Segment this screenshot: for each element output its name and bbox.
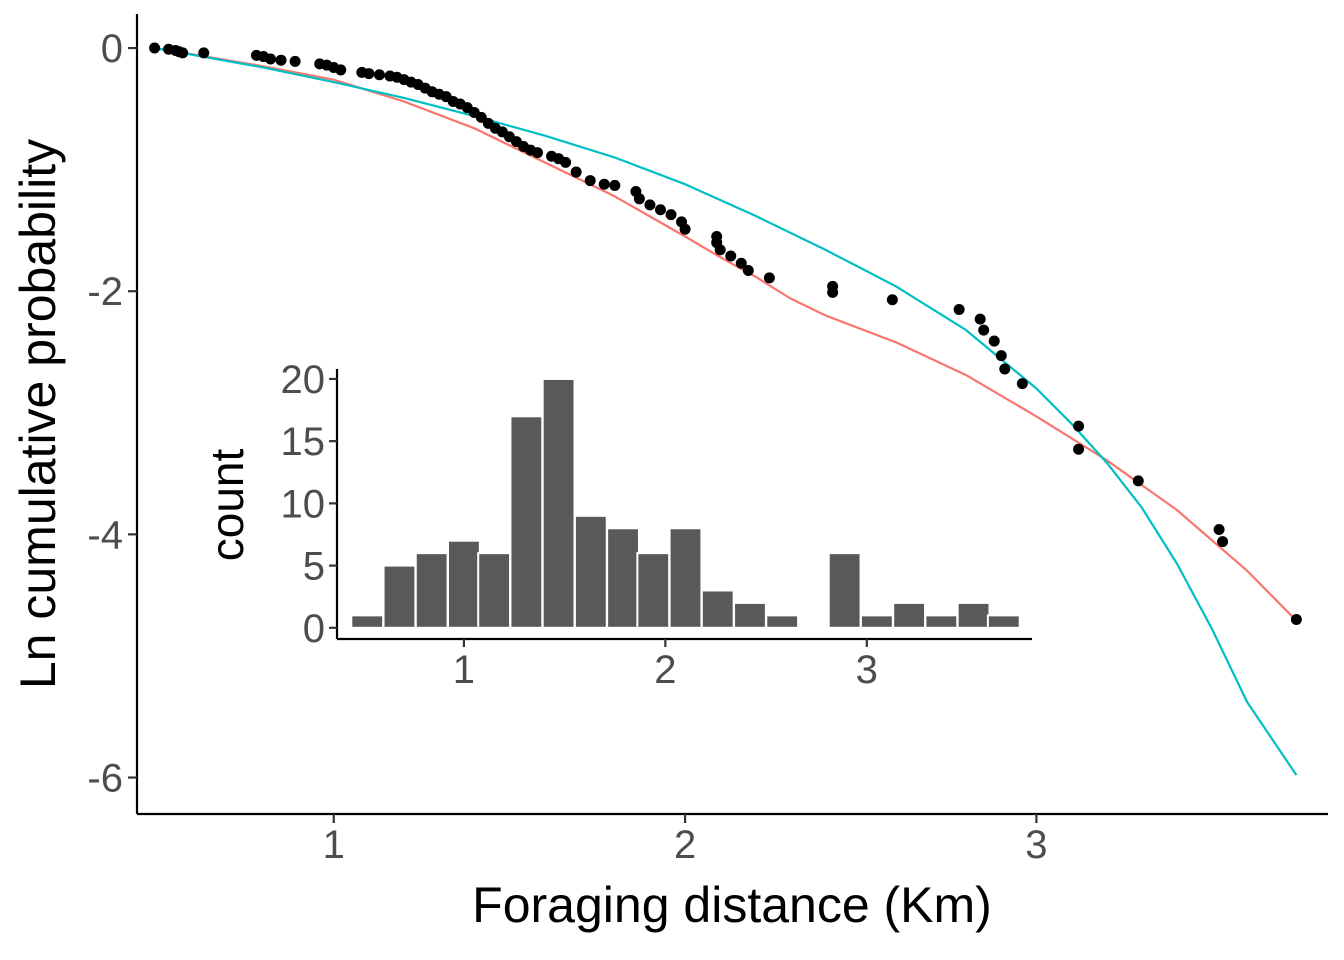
data-point [570,166,582,178]
y-tick-label: 0 [101,27,123,71]
histogram-bar [606,527,640,629]
data-point [714,244,726,256]
fit-line-red [154,46,1298,622]
inset-x-tick-label: 2 [654,648,676,692]
inset-x-tick-label: 3 [856,648,878,692]
inset-y-tick-label: 10 [281,482,326,526]
y-axis-title: Ln cumulative probability [10,139,66,689]
data-point [584,175,596,187]
histogram-bar [956,601,991,629]
histogram-bar [700,589,735,629]
data-point [644,199,656,211]
inset-y-tick-label: 5 [303,545,325,589]
inset-histogram: 0 5 10 15 20 1 2 3 [281,358,1032,692]
histogram-bar [986,614,1021,629]
y-tick-label: -4 [87,513,123,557]
data-point [1073,443,1085,455]
data-point [763,272,775,284]
data-point [978,324,990,336]
histogram-bar [892,601,927,629]
inset-y-tick-label: 20 [281,358,326,402]
histogram-bar [541,377,576,629]
inset-x-tick-label: 1 [453,648,475,692]
data-point [827,286,839,298]
x-tick-label: 3 [1025,823,1047,867]
histogram-bar [668,527,703,629]
x-tick-label: 2 [674,823,696,867]
data-point [177,47,189,59]
data-point [560,156,572,168]
histogram-bar [446,539,481,629]
x-tick-label: 1 [323,823,345,867]
inset-y-tick-label: 15 [281,420,326,464]
data-point [532,147,544,159]
histogram-bar [414,552,449,629]
data-point [633,193,645,205]
data-point [609,179,621,191]
histogram-bar [477,552,512,629]
data-point [735,257,747,269]
data-point [953,303,965,315]
data-point [974,313,986,325]
histogram-bar [924,614,959,629]
data-point [679,223,691,235]
data-point [1213,524,1225,536]
histogram-bar [733,601,767,629]
y-tick-label: -6 [87,757,123,801]
data-point [265,53,277,65]
data-point [988,335,1000,347]
data-point [1073,420,1085,432]
data-point [275,54,287,66]
data-point [886,294,898,306]
data-point [665,209,677,221]
data-point [742,265,754,277]
x-axis-title: Foraging distance (Km) [472,877,992,933]
y-tick-label: -2 [87,270,123,314]
data-point [1290,613,1302,625]
data-point [1016,378,1028,390]
data-point [995,350,1007,362]
histogram-bar [859,614,894,629]
inset-y-tick-label: 0 [303,607,325,651]
histogram-bar [509,415,544,629]
histogram-bar [827,552,862,629]
inset-y-axis-title: count [201,449,253,562]
data-point [149,42,161,54]
histogram-bar [382,564,417,629]
data-point [598,178,610,190]
histogram-bar [573,514,608,629]
data-point [198,47,210,59]
histogram-bar [765,614,800,629]
data-point [999,363,1011,375]
data-point [1217,536,1229,548]
histogram-bar [350,614,385,629]
histogram-bar [636,552,671,629]
data-point [725,250,737,262]
data-point [373,69,385,81]
data-point [363,68,375,80]
fit-line-cyan [154,46,1298,776]
main-plot: 0 -2 -4 -6 1 2 3 [87,14,1328,867]
data-point [335,64,347,76]
data-point [654,204,666,216]
data-point [1132,475,1144,487]
data-point [289,55,301,67]
